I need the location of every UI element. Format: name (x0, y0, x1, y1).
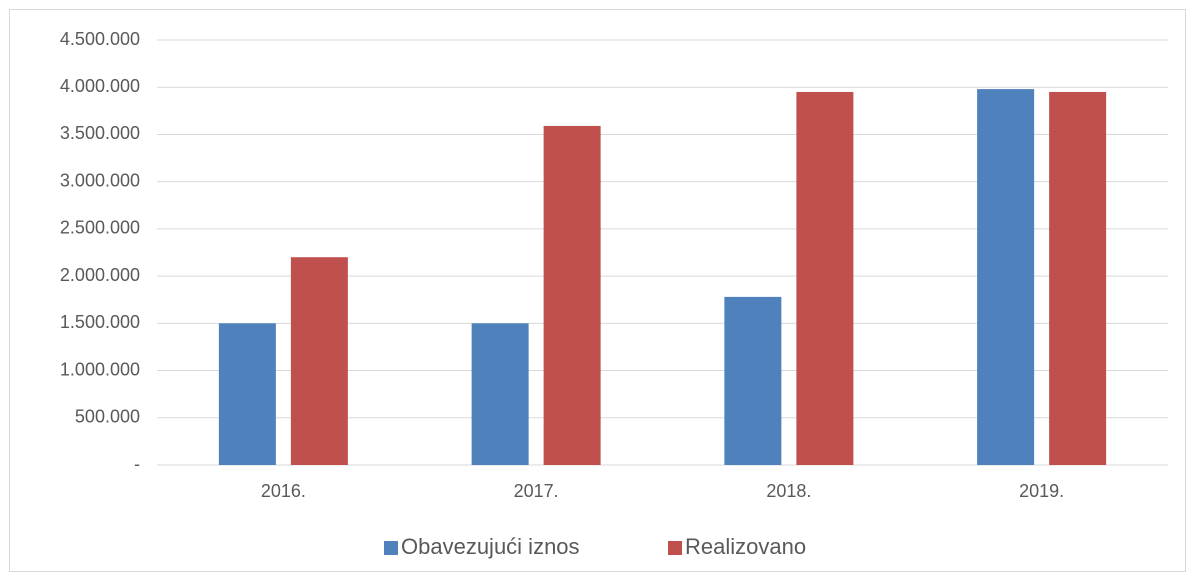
y-tick-label: 1.000.000 (60, 359, 140, 379)
bar (796, 91, 854, 465)
x-tick-label: 2016. (261, 481, 306, 501)
y-tick-label: 1.500.000 (60, 312, 140, 332)
bar (1049, 91, 1107, 465)
legend-swatch (384, 541, 398, 555)
y-tick-label: 3.500.000 (60, 123, 140, 143)
y-tick-label: - (134, 454, 140, 474)
legend-label: Realizovano (685, 534, 806, 559)
legend-swatch (668, 541, 682, 555)
y-tick-label: 500.000 (75, 407, 140, 427)
bar (218, 323, 276, 465)
bar (290, 257, 348, 465)
y-tick-label: 4.500.000 (60, 29, 140, 49)
bar (543, 125, 601, 465)
x-tick-label: 2019. (1019, 481, 1064, 501)
y-tick-label: 2.000.000 (60, 265, 140, 285)
bar (471, 323, 529, 465)
y-tick-label: 2.500.000 (60, 218, 140, 238)
x-tick-label: 2018. (766, 481, 811, 501)
bar (977, 89, 1035, 465)
y-tick-label: 4.000.000 (60, 76, 140, 96)
legend-label: Obavezujući iznos (401, 534, 580, 559)
bar (724, 296, 782, 465)
y-tick-label: 3.000.000 (60, 170, 140, 190)
x-tick-label: 2017. (514, 481, 559, 501)
